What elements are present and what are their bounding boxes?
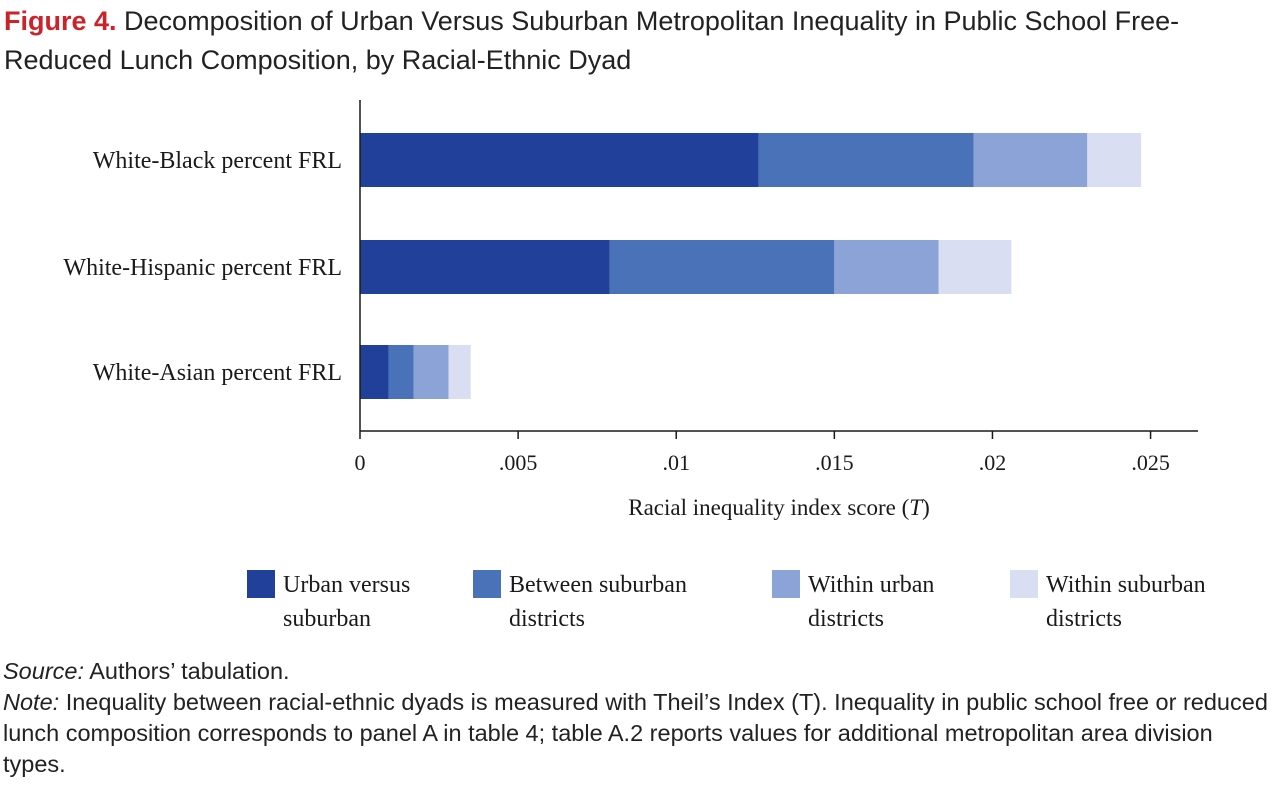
bar-segment [360, 240, 610, 294]
bar-segment [448, 345, 471, 399]
source-text: Authors’ tabulation. [89, 658, 290, 684]
x-axis-label: Racial inequality index score (T) [628, 495, 929, 520]
legend-label-line1: Urban versus [283, 572, 410, 598]
category-label: White-Hispanic percent FRL [63, 255, 342, 281]
bar-segment [938, 240, 1012, 294]
bar-segment [609, 240, 835, 294]
figure-label: Figure 4. [4, 6, 117, 36]
legend-label-line1: Within urban [808, 572, 934, 598]
figure-title: Figure 4. Decomposition of Urban Versus … [4, 2, 1276, 80]
x-tick-label: .025 [1131, 450, 1170, 475]
figure-title-text: Decomposition of Urban Versus Suburban M… [4, 6, 1180, 75]
legend-label-line1: Within suburban [1046, 572, 1206, 598]
legend-swatch [772, 570, 800, 598]
bar-segment [413, 345, 449, 399]
legend-label-line1: Between suburban [509, 572, 687, 598]
note-text: Inequality between racial-ethnic dyads i… [3, 689, 1268, 777]
x-tick-label: 0 [355, 450, 366, 475]
bar-segment [1087, 133, 1142, 187]
legend-item: Within suburban districts [1010, 570, 1206, 632]
legend-label-line2: districts [808, 606, 884, 632]
bar-segment [758, 133, 974, 187]
bar-segment [360, 133, 759, 187]
category-label: White-Black percent FRL [93, 148, 342, 174]
x-tick-label: .01 [662, 450, 690, 475]
x-tick-label: .02 [979, 450, 1007, 475]
bar-segment [360, 345, 389, 399]
x-tick-label: .015 [815, 450, 854, 475]
legend-item: Between suburban districts [473, 570, 687, 632]
source-line: Source: Authors’ tabulation. [3, 656, 1278, 687]
figure-notes: Source: Authors’ tabulation. Note: Inequ… [3, 656, 1278, 780]
bar-segment [388, 345, 414, 399]
x-tick-label: .005 [499, 450, 538, 475]
stacked-bar-chart: White-Black percent FRL White-Hispanic pe… [63, 100, 1206, 632]
legend-swatch [247, 570, 275, 598]
category-label: White-Asian percent FRL [93, 360, 342, 386]
legend-label-line2: districts [1046, 606, 1122, 632]
note-line: Note: Inequality between racial-ethnic d… [3, 687, 1278, 780]
bar-segment [834, 240, 939, 294]
legend-label-line2: districts [509, 606, 585, 632]
source-label: Source: [3, 658, 84, 684]
note-label: Note: [3, 689, 60, 715]
legend-swatch [1010, 570, 1038, 598]
legend-item: Within urban districts [772, 570, 934, 632]
legend-item: Urban versus suburban [247, 570, 410, 632]
bar-segment [973, 133, 1088, 187]
legend-swatch [473, 570, 501, 598]
legend-label-line2: suburban [283, 606, 371, 632]
